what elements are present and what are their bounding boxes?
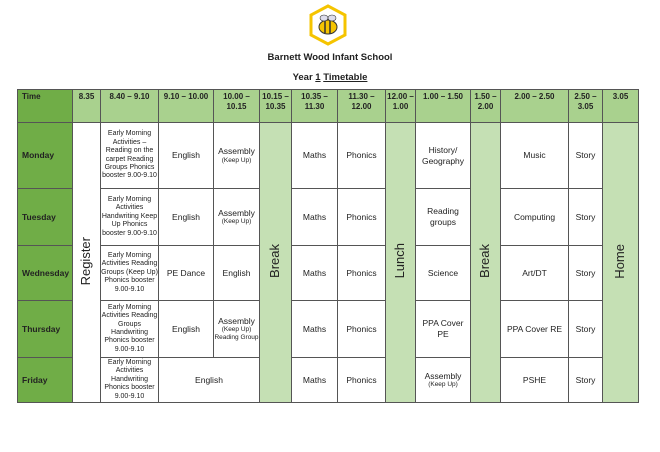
cell: Phonics [337, 300, 386, 358]
header-cell: 8.40 – 9.10 [100, 89, 159, 123]
cell: Reading groups [415, 188, 471, 246]
header-cell: 12.00 – 1.00 [385, 89, 416, 123]
day-label: Thursday [17, 300, 73, 358]
cell: Assembly (Keep Up) [415, 357, 471, 403]
cell: English [158, 122, 214, 189]
table-row: Monday Register Early Morning Activities… [17, 122, 639, 403]
cell: Maths [291, 245, 338, 301]
home-cell: Home [602, 122, 639, 403]
header-row: Time 8.35 8.40 – 9.10 9.10 – 10.00 10.00… [17, 89, 639, 123]
header-cell: Time [17, 89, 73, 123]
header-cell: 3.05 [602, 89, 639, 123]
cell: PPA Cover RE [500, 300, 569, 358]
cell: Maths [291, 357, 338, 403]
school-logo-bee [309, 4, 347, 46]
table-row: Thursday Early Morning Activities Readin… [17, 300, 639, 358]
cell-early: Early Morning Activities Reading Groups … [100, 245, 159, 301]
day-label: Wednesday [17, 245, 73, 301]
cell: Story [568, 245, 603, 301]
cell: English [158, 357, 260, 403]
cell: Science [415, 245, 471, 301]
header-cell: 8.35 [72, 89, 101, 123]
header-cell: 2.00 – 2.50 [500, 89, 569, 123]
cell: Art/DT [500, 245, 569, 301]
cell: Assembly (Keep Up) [213, 188, 260, 246]
day-label: Friday [17, 357, 73, 403]
lunch-cell: Lunch [385, 122, 416, 403]
header-cell: 9.10 – 10.00 [158, 89, 214, 123]
cell: Music [500, 122, 569, 189]
header-cell: 1.50 – 2.00 [470, 89, 501, 123]
header-cell: 11.30 – 12.00 [337, 89, 386, 123]
cell: Assembly (Keep Up) Reading Group [213, 300, 260, 358]
cell: Maths [291, 300, 338, 358]
cell: English [213, 245, 260, 301]
table-row: Friday Early Morning Activities Handwrit… [17, 357, 639, 403]
cell: Story [568, 188, 603, 246]
cell: Phonics [337, 188, 386, 246]
cell: Story [568, 357, 603, 403]
break-cell: Break [470, 122, 501, 403]
cell: Phonics [337, 122, 386, 189]
cell: Computing [500, 188, 569, 246]
cell: Maths [291, 122, 338, 189]
cell: Maths [291, 188, 338, 246]
cell: PSHE [500, 357, 569, 403]
cell: PE Dance [158, 245, 214, 301]
cell: PPA Cover PE [415, 300, 471, 358]
cell-early: Early Morning Activities Handwriting Kee… [100, 188, 159, 246]
header-cell: 1.00 – 1.50 [415, 89, 471, 123]
cell-early: Early Morning Activities Reading Groups … [100, 300, 159, 358]
table-row: Tuesday Early Morning Activities Handwri… [17, 188, 639, 246]
page-title: Year 1 Timetable [292, 72, 368, 83]
cell: English [158, 188, 214, 246]
cell: Story [568, 122, 603, 189]
cell: Story [568, 300, 603, 358]
table-row: Wednesday Early Morning Activities Readi… [17, 245, 639, 301]
day-label: Monday [17, 122, 73, 189]
cell: History/ Geography [415, 122, 471, 189]
day-label: Tuesday [17, 188, 73, 246]
break-cell: Break [259, 122, 292, 403]
header-cell: 10.00 – 10.15 [213, 89, 260, 123]
header-cell: 10.35 – 11.30 [291, 89, 338, 123]
cell: Assembly (Keep Up) [213, 122, 260, 189]
cell-early: Early Morning Activities – Reading on th… [100, 122, 159, 189]
cell-early: Early Morning Activities Handwriting Pho… [100, 357, 159, 403]
cell: English [158, 300, 214, 358]
register-cell: Register [72, 122, 101, 403]
school-name: Barnett Wood Infant School [267, 52, 393, 63]
header-cell: 10.15 – 10.35 [259, 89, 292, 123]
cell: Phonics [337, 357, 386, 403]
header-cell: 2.50 – 3.05 [568, 89, 603, 123]
cell: Phonics [337, 245, 386, 301]
timetable: Time 8.35 8.40 – 9.10 9.10 – 10.00 10.00… [17, 89, 639, 403]
